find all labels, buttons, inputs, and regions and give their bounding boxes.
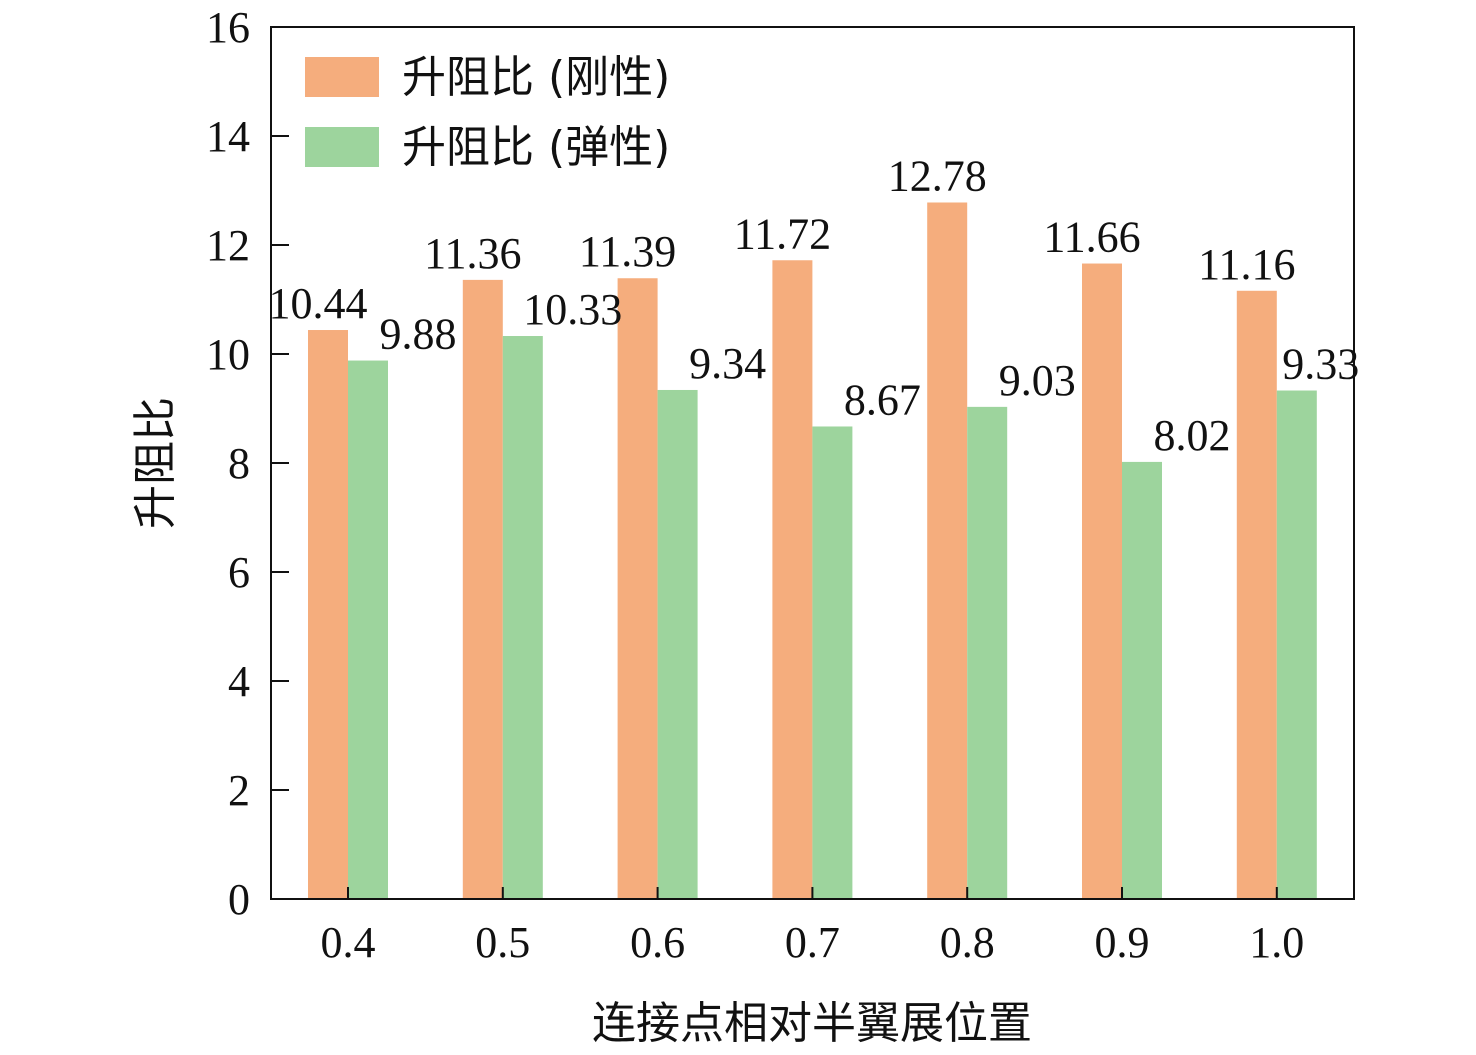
data-label-rigid-0.9: 11.66	[1043, 213, 1140, 262]
y-tick-label-6: 6	[228, 548, 250, 597]
bar-elastic-0.7	[812, 426, 853, 899]
bar-rigid-0.8	[927, 202, 968, 900]
bar-rigid-0.7	[772, 260, 813, 899]
bar-elastic-1.0	[1276, 390, 1317, 899]
bar-rigid-0.6	[617, 278, 658, 899]
data-label-rigid-1.0: 11.16	[1198, 240, 1295, 289]
bar-rigid-1.0	[1236, 290, 1277, 899]
y-axis-title: 升阻比	[130, 397, 181, 529]
y-tick-label-4: 4	[228, 657, 250, 706]
data-label-elastic-0.8: 9.03	[999, 356, 1076, 405]
legend-label-elastic: 升阻比 (弹性)	[402, 122, 670, 173]
data-label-elastic-1.0: 9.33	[1282, 340, 1359, 389]
y-tick-label-16: 16	[206, 3, 250, 52]
legend-swatch-rigid	[305, 57, 379, 97]
data-label-elastic-0.6: 9.34	[689, 339, 766, 388]
bar-rigid-0.5	[462, 279, 503, 899]
y-tick-label-12: 12	[206, 221, 250, 270]
legend-label-rigid: 升阻比 (刚性)	[402, 52, 670, 103]
bar-elastic-0.5	[502, 336, 543, 899]
bar-elastic-0.6	[657, 389, 698, 899]
bar-rigid-0.9	[1082, 263, 1122, 899]
x-axis: 0.4 0.5 0.6 0.7 0.8 0.9 1.0	[321, 887, 1304, 967]
x-tick-label-0.4: 0.4	[321, 918, 376, 967]
y-tick-label-8: 8	[228, 439, 250, 488]
data-label-rigid-0.4: 10.44	[269, 279, 368, 328]
bar-rigid-0.4	[308, 330, 348, 899]
x-tick-label-0.7: 0.7	[785, 918, 840, 967]
x-tick-label-1.0: 1.0	[1249, 918, 1304, 967]
legend: 升阻比 (刚性) 升阻比 (弹性)	[305, 52, 670, 173]
legend-swatch-elastic	[305, 127, 379, 167]
bar-elastic-0.8	[967, 406, 1008, 899]
data-label-elastic-0.4: 9.88	[380, 310, 457, 359]
data-label-elastic-0.5: 10.33	[523, 285, 622, 334]
data-label-rigid-0.8: 12.78	[888, 151, 987, 200]
x-tick-label-0.8: 0.8	[940, 918, 995, 967]
x-tick-label-0.6: 0.6	[630, 918, 685, 967]
data-label-rigid-0.7: 11.72	[734, 209, 831, 258]
x-axis-title: 连接点相对半翼展位置	[592, 998, 1032, 1049]
data-label-elastic-0.9: 8.02	[1154, 411, 1231, 460]
data-label-elastic-0.7: 8.67	[844, 375, 921, 424]
bar-elastic-0.4	[348, 360, 388, 899]
data-label-rigid-0.5: 11.36	[424, 229, 521, 278]
x-tick-label-0.9: 0.9	[1095, 918, 1150, 967]
bar-elastic-0.9	[1122, 461, 1162, 899]
bars-layer	[308, 202, 1317, 900]
x-tick-label-0.5: 0.5	[475, 918, 530, 967]
y-tick-label-2: 2	[228, 766, 250, 815]
y-axis: 0 2 4 6 8 10 12 14 16	[206, 3, 289, 924]
y-tick-label-14: 14	[206, 112, 250, 161]
y-tick-label-0: 0	[228, 875, 250, 924]
y-tick-label-10: 10	[206, 330, 250, 379]
data-label-rigid-0.6: 11.39	[579, 227, 676, 276]
